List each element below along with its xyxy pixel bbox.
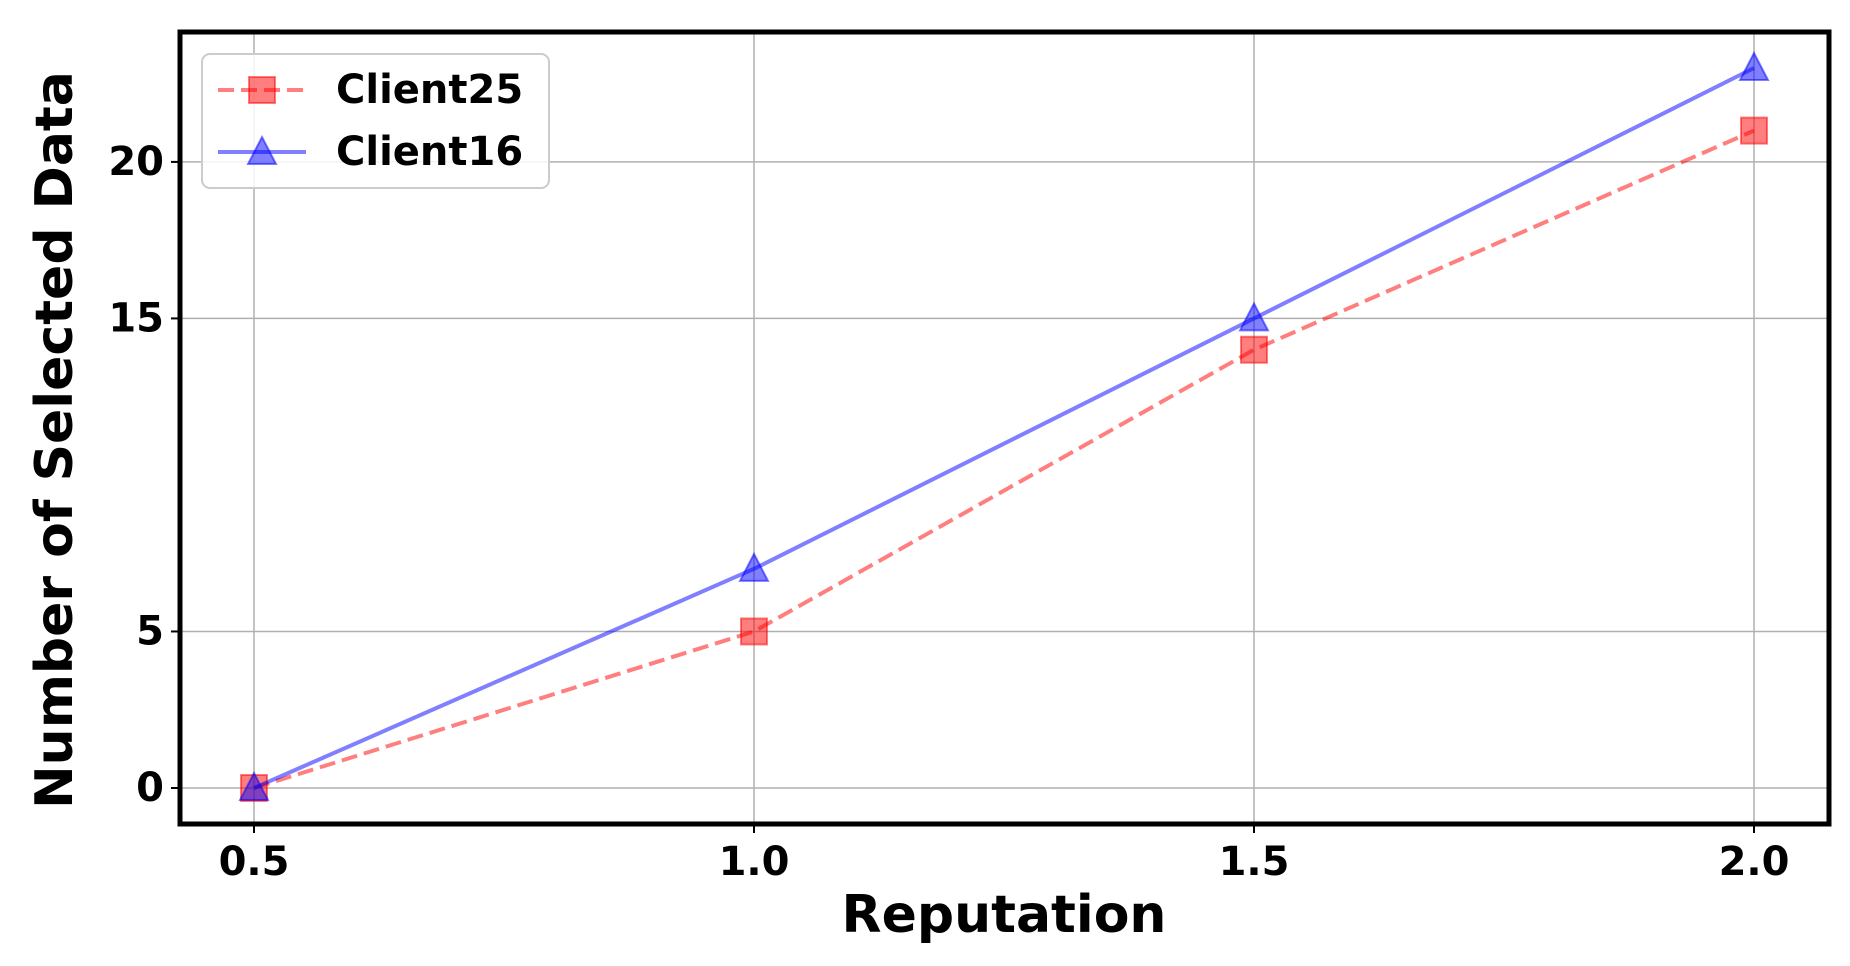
marker: [1738, 50, 1770, 81]
marker: [1240, 335, 1268, 364]
marker: [740, 617, 768, 646]
y-axis-label: Number of Selected Data: [25, 71, 85, 809]
legend: Client25 Client16: [201, 53, 550, 189]
marker: [1740, 116, 1768, 145]
y-tick-label: 0: [136, 765, 164, 811]
y-tick-label: 20: [108, 139, 164, 185]
x-tick-label: 0.5: [219, 839, 290, 885]
x-tick-label: 2.0: [1719, 839, 1790, 885]
legend-label: Client16: [336, 129, 523, 175]
y-tick-label: 5: [136, 608, 164, 654]
marker: [1238, 301, 1270, 332]
series-line: [253, 66, 1755, 790]
plot-frame: [177, 29, 1832, 827]
x-tick-label: 1.0: [719, 839, 790, 885]
marker: [738, 551, 770, 582]
series-line: [253, 128, 1755, 790]
marker: [238, 770, 270, 801]
x-axis-label: Reputation: [842, 885, 1167, 945]
legend-marker: [248, 76, 276, 104]
x-tick-label: 1.5: [1219, 839, 1290, 885]
legend-frame: [201, 53, 550, 189]
y-tick-label: 15: [108, 295, 164, 341]
legend-marker: [246, 134, 278, 165]
legend-label: Client25: [336, 67, 523, 113]
